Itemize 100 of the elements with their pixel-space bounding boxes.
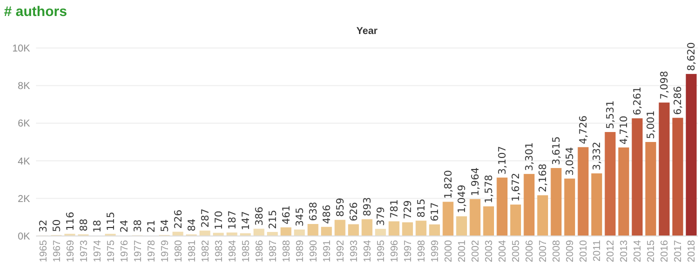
data-label: 88 xyxy=(78,218,90,232)
data-label: 3,054 xyxy=(565,146,576,176)
x-tick-label: 1999 xyxy=(430,240,442,262)
x-tick-label: 2004 xyxy=(498,240,509,262)
data-label: 3,107 xyxy=(498,146,509,175)
data-label: 345 xyxy=(294,207,306,227)
x-tick-label: 2008 xyxy=(552,240,563,262)
x-tick-label: 2012 xyxy=(606,240,617,262)
data-label: 1,578 xyxy=(484,174,496,204)
x-tick-label: 2015 xyxy=(646,240,658,262)
data-label: 1,672 xyxy=(511,172,522,202)
data-label: 815 xyxy=(416,198,428,218)
x-tick-label: 1986 xyxy=(254,240,266,262)
data-label: 1,049 xyxy=(457,184,468,214)
data-label: 7,098 xyxy=(660,70,671,100)
x-tick-label: 2013 xyxy=(619,240,630,262)
data-label: 287 xyxy=(200,208,212,228)
x-tick-label: 1995 xyxy=(376,240,388,262)
x-tick-label: 1965 xyxy=(38,240,50,262)
x-tick-label: 2006 xyxy=(524,240,536,262)
data-label: 859 xyxy=(335,198,346,217)
y-tick-label: 8K xyxy=(18,81,30,92)
x-tick-label: 1990 xyxy=(308,240,320,262)
data-label: 38 xyxy=(132,220,144,232)
data-label: 617 xyxy=(430,202,442,222)
data-label: 893 xyxy=(362,197,374,216)
x-tick-label: 1980 xyxy=(173,240,184,262)
data-label: 3,332 xyxy=(592,142,604,170)
x-tick-label: 1969 xyxy=(65,240,76,262)
data-label: 24 xyxy=(119,220,130,233)
data-label: 4,726 xyxy=(578,116,590,144)
x-tick-label: 1977 xyxy=(132,240,144,262)
x-tick-label: 1975 xyxy=(106,240,117,262)
y-tick-label: 4K xyxy=(18,156,30,168)
data-label: 187 xyxy=(227,210,238,230)
data-label: 2,168 xyxy=(538,164,550,192)
data-label: 32 xyxy=(38,220,50,232)
data-label: 226 xyxy=(173,210,184,229)
x-tick-label: 1992 xyxy=(335,240,346,262)
x-tick-label: 2003 xyxy=(484,240,496,262)
x-tick-label: 1985 xyxy=(240,240,252,262)
data-label: 386 xyxy=(254,206,266,226)
y-tick-label: 0K xyxy=(18,232,30,242)
y-tick-label: 6K xyxy=(18,118,30,130)
x-tick-label: 1987 xyxy=(268,240,279,262)
data-label: 8,620 xyxy=(686,42,698,71)
data-label: 5,531 xyxy=(606,100,617,130)
x-tick-label: 1974 xyxy=(92,240,104,262)
data-label: 1,964 xyxy=(470,167,482,196)
data-label: 170 xyxy=(214,210,225,230)
x-tick-label: 2014 xyxy=(632,240,644,262)
chart-title: # authors xyxy=(4,3,68,19)
x-tick-label: 2010 xyxy=(578,240,590,262)
x-tick-label: 2017 xyxy=(673,240,684,262)
x-tick-label: 1973 xyxy=(78,240,90,262)
x-tick-label: 1967 xyxy=(52,240,63,262)
x-tick-label: 1989 xyxy=(294,240,306,262)
data-label: 6,286 xyxy=(673,86,684,115)
x-tick-label: 2005 xyxy=(511,240,522,262)
y-tick-label: 10K xyxy=(12,44,30,54)
data-label: 781 xyxy=(390,199,401,218)
x-tick-label: 2018 xyxy=(686,240,698,262)
data-label: 50 xyxy=(52,219,63,232)
x-tick-label: 1988 xyxy=(281,240,292,262)
data-label: 21 xyxy=(146,220,158,233)
y-tick-label: 2K xyxy=(18,194,30,205)
x-tick-label: 2002 xyxy=(470,240,482,262)
data-label: 215 xyxy=(268,210,279,229)
data-label: 729 xyxy=(403,200,414,220)
x-tick-label: 1978 xyxy=(146,240,158,262)
x-tick-label: 1979 xyxy=(160,240,171,262)
x-tick-label: 1982 xyxy=(200,240,212,262)
x-tick-label: 1976 xyxy=(119,240,130,262)
data-label: 379 xyxy=(376,206,388,226)
x-tick-label: 1994 xyxy=(362,240,374,262)
data-label: 638 xyxy=(308,202,320,222)
data-label: 1,820 xyxy=(444,170,455,199)
x-tick-label: 1984 xyxy=(227,240,238,262)
data-label: 54 xyxy=(160,219,171,232)
data-label: 4,710 xyxy=(619,116,630,144)
x-tick-label: 1983 xyxy=(214,240,225,262)
data-label: 147 xyxy=(240,211,252,230)
data-label: 116 xyxy=(65,212,76,231)
data-label: 5,001 xyxy=(646,110,658,139)
data-label: 626 xyxy=(348,202,360,222)
data-label: 6,261 xyxy=(632,86,644,116)
x-axis-title: Year xyxy=(356,26,378,37)
x-tick-label: 2016 xyxy=(660,240,671,262)
data-label: 18 xyxy=(92,220,104,233)
x-tick-label: 1993 xyxy=(348,240,360,262)
data-label: 461 xyxy=(281,205,292,224)
x-tick-label: 1998 xyxy=(416,240,428,262)
x-tick-label: 2007 xyxy=(538,240,550,262)
x-tick-label: 2000 xyxy=(444,240,455,262)
x-tick-label: 1991 xyxy=(322,240,333,262)
data-label: 3,301 xyxy=(524,142,536,171)
data-label: 115 xyxy=(106,212,117,231)
x-tick-label: 2009 xyxy=(565,240,576,262)
data-label: 3,615 xyxy=(552,136,563,166)
data-label: 84 xyxy=(186,218,198,232)
